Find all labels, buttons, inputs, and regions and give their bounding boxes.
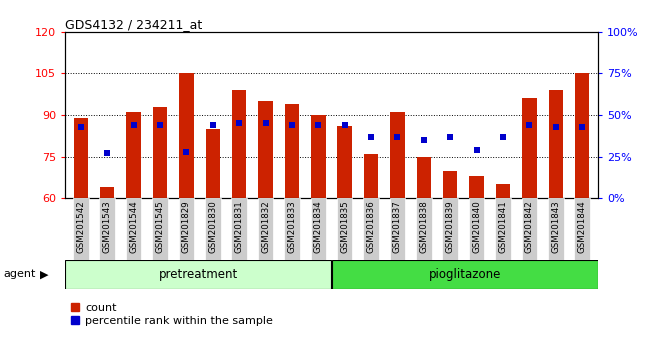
Point — [102, 150, 112, 156]
Bar — [390, 198, 405, 260]
Bar — [337, 126, 352, 198]
Bar — [311, 115, 326, 198]
Bar — [443, 171, 458, 198]
Bar — [258, 101, 273, 198]
Point — [313, 122, 324, 128]
Text: GSM201838: GSM201838 — [419, 200, 428, 253]
Legend: count, percentile rank within the sample: count, percentile rank within the sample — [71, 303, 273, 326]
Bar — [205, 129, 220, 198]
Point — [155, 122, 165, 128]
Bar — [179, 198, 194, 260]
Bar — [416, 198, 432, 260]
Text: pioglitazone: pioglitazone — [428, 268, 501, 281]
Bar — [364, 154, 378, 198]
Text: GSM201545: GSM201545 — [155, 200, 164, 253]
Bar — [311, 198, 326, 260]
Text: GSM201833: GSM201833 — [287, 200, 296, 253]
Point — [339, 122, 350, 128]
Point — [366, 134, 376, 139]
Point — [287, 122, 297, 128]
Text: GSM201839: GSM201839 — [446, 200, 455, 253]
Bar — [205, 198, 220, 260]
Bar — [337, 198, 352, 260]
Text: GSM201844: GSM201844 — [578, 200, 587, 253]
Point — [551, 124, 561, 130]
Bar — [99, 198, 115, 260]
Point — [471, 147, 482, 153]
Bar — [522, 98, 537, 198]
Bar — [575, 74, 590, 198]
Point — [261, 120, 271, 126]
Point — [524, 122, 534, 128]
Bar — [126, 112, 141, 198]
Text: GSM201542: GSM201542 — [76, 200, 85, 253]
Bar — [521, 198, 537, 260]
Text: GSM201841: GSM201841 — [499, 200, 508, 253]
Text: agent: agent — [3, 269, 36, 279]
Bar — [390, 112, 405, 198]
Text: GSM201830: GSM201830 — [208, 200, 217, 253]
Text: GSM201543: GSM201543 — [103, 200, 112, 253]
Text: GSM201835: GSM201835 — [340, 200, 349, 253]
Text: GSM201831: GSM201831 — [235, 200, 244, 253]
Bar — [443, 198, 458, 260]
Bar — [284, 198, 300, 260]
Bar — [231, 198, 247, 260]
Text: GSM201840: GSM201840 — [472, 200, 481, 253]
Bar — [285, 104, 299, 198]
Text: ▶: ▶ — [40, 269, 49, 279]
Text: GSM201832: GSM201832 — [261, 200, 270, 253]
Point — [577, 124, 588, 130]
Bar — [179, 74, 194, 198]
Point — [392, 134, 402, 139]
Bar — [126, 198, 142, 260]
Text: GSM201843: GSM201843 — [551, 200, 560, 253]
Text: GDS4132 / 234211_at: GDS4132 / 234211_at — [65, 18, 202, 31]
Bar — [548, 198, 564, 260]
Bar — [417, 156, 431, 198]
Point — [181, 149, 192, 154]
Bar — [152, 198, 168, 260]
Text: GSM201829: GSM201829 — [182, 200, 191, 253]
Bar — [153, 107, 167, 198]
Text: GSM201842: GSM201842 — [525, 200, 534, 253]
Text: GSM201834: GSM201834 — [314, 200, 323, 253]
Point — [207, 122, 218, 128]
Bar — [258, 198, 273, 260]
Bar — [332, 260, 598, 289]
Bar — [495, 198, 511, 260]
Bar — [549, 90, 563, 198]
Text: GSM201837: GSM201837 — [393, 200, 402, 253]
Text: pretreatment: pretreatment — [159, 268, 238, 281]
Bar — [469, 198, 484, 260]
Bar — [496, 184, 510, 198]
Bar — [73, 198, 88, 260]
Bar — [65, 260, 332, 289]
Bar — [100, 187, 114, 198]
Point — [419, 137, 429, 143]
Point — [234, 120, 244, 126]
Bar — [469, 176, 484, 198]
Point — [498, 134, 508, 139]
Text: GSM201544: GSM201544 — [129, 200, 138, 253]
Bar — [363, 198, 379, 260]
Point — [75, 124, 86, 130]
Bar — [575, 198, 590, 260]
Bar — [73, 118, 88, 198]
Point — [129, 122, 139, 128]
Point — [445, 134, 456, 139]
Text: GSM201836: GSM201836 — [367, 200, 376, 253]
Bar — [232, 90, 246, 198]
